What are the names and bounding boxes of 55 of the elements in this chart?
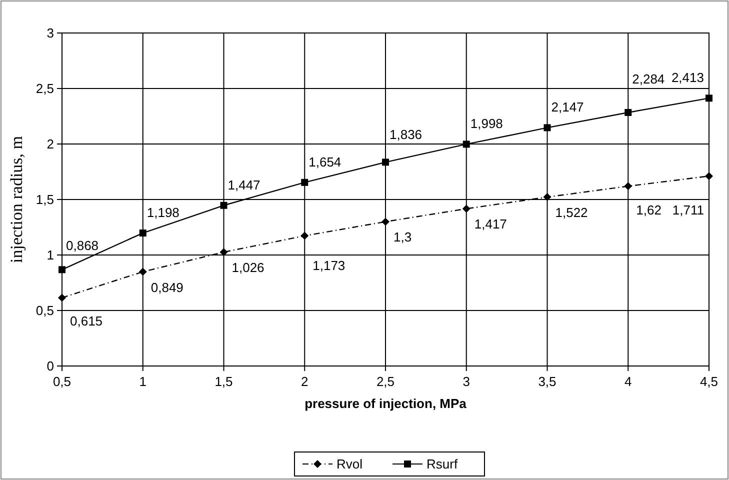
data-label: 1,711 [672,202,704,218]
data-label: 1,3 [394,230,412,245]
point [706,94,712,102]
point [220,202,228,209]
data-label: 2,413 [671,70,704,86]
point [462,204,470,213]
x-tick-label: 2,5 [376,374,395,389]
y-tick-label: 1,5 [36,192,54,208]
y-axis-title: injection radius, m [7,136,26,264]
point [220,248,228,256]
data-label: 1,026 [232,260,264,276]
y-tick-label: 2,5 [36,81,54,96]
y-tick-label: 3 [46,26,54,41]
x-tick-label: 3,5 [538,374,556,389]
x-tick-label: 3 [462,374,470,389]
data-label: 1,173 [312,258,346,273]
data-label: 2,147 [551,100,584,115]
point [624,182,632,190]
data-label: 2,284 [632,72,665,86]
point [139,230,146,237]
x-tick-label: 2 [301,374,308,389]
data-label: 0,849 [150,280,184,295]
point [58,266,66,274]
data-label: 1,62 [636,202,662,218]
data-label: 1,522 [555,205,588,220]
point [382,218,390,226]
x-axis-title: pressure of injection, MPa [304,396,468,411]
x-tick-label: 1 [139,374,146,389]
point [543,193,552,202]
data-label: 1,447 [228,177,260,192]
point [544,124,551,132]
data-label: 1,417 [474,216,507,232]
legend-label: Rsurf [426,456,458,472]
y-tick-label: 1 [46,248,54,263]
point [300,232,309,240]
point [58,294,66,302]
x-tick-label: 4 [624,374,632,389]
y-tick-label: 0 [46,358,54,374]
data-label: 1,836 [390,127,422,142]
x-tick-label: 4,5 [700,374,718,389]
data-label: 0,868 [66,238,99,253]
point [705,172,713,180]
point [301,178,308,186]
x-tick-label: 1,5 [214,374,233,389]
point [382,158,389,166]
data-label: 0,615 [70,314,103,328]
point [462,140,470,148]
data-label: 1,198 [146,205,180,220]
data-label: 1,998 [470,116,503,132]
y-tick-label: 2 [46,136,54,152]
y-tick-label: 0,5 [36,303,54,318]
data-label: 1,654 [308,154,342,170]
point [138,268,147,276]
point [624,108,632,116]
legend-label: Rvol [336,456,363,472]
